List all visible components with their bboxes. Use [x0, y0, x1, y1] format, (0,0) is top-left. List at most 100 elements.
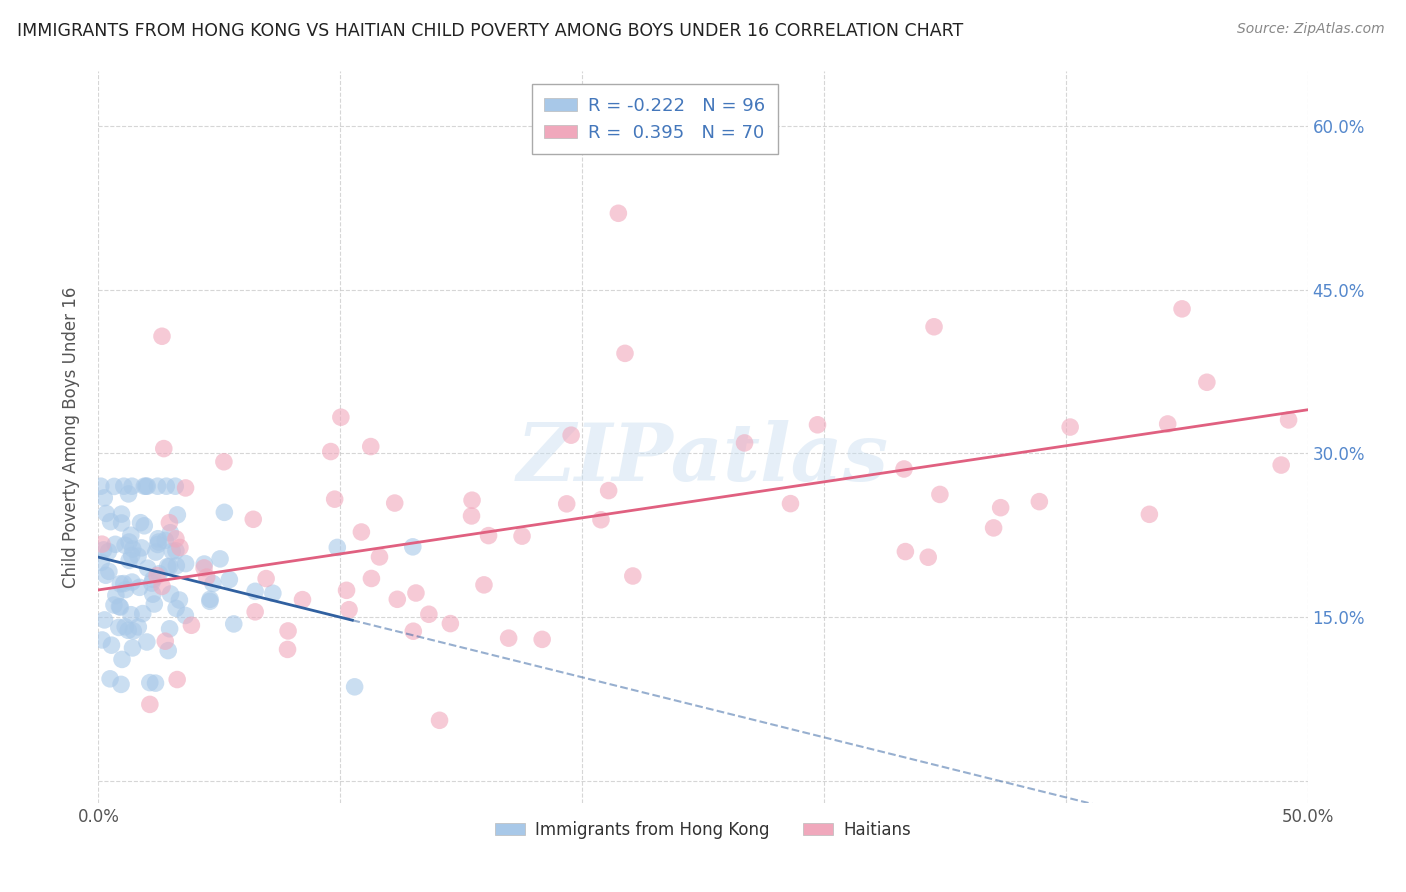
Point	[114, 538, 136, 552]
Point	[1059, 420, 1081, 434]
Legend: Immigrants from Hong Kong, Haitians: Immigrants from Hong Kong, Haitians	[488, 814, 918, 846]
Point	[114, 582, 136, 597]
Point	[120, 528, 142, 542]
Point	[384, 496, 406, 510]
Point	[169, 593, 191, 607]
Point	[614, 346, 637, 360]
Point	[779, 497, 801, 511]
Point	[121, 479, 143, 493]
Point	[157, 516, 180, 530]
Point	[118, 535, 141, 549]
Point	[90, 555, 112, 569]
Point	[132, 607, 155, 621]
Point	[621, 569, 644, 583]
Point	[734, 436, 756, 450]
Point	[97, 565, 120, 579]
Point	[498, 631, 520, 645]
Point	[135, 635, 157, 649]
Point	[117, 487, 139, 501]
Point	[165, 558, 187, 573]
Point	[368, 549, 391, 564]
Point	[146, 479, 169, 493]
Point	[110, 507, 132, 521]
Point	[96, 507, 118, 521]
Point	[165, 544, 187, 558]
Point	[159, 525, 181, 540]
Point	[254, 572, 277, 586]
Point	[136, 479, 159, 493]
Point	[165, 532, 187, 546]
Point	[598, 483, 620, 498]
Point	[1195, 376, 1218, 390]
Point	[134, 518, 156, 533]
Point	[1028, 494, 1050, 508]
Text: ZIPatlas: ZIPatlas	[517, 420, 889, 498]
Point	[212, 455, 235, 469]
Point	[405, 586, 427, 600]
Point	[121, 541, 143, 556]
Point	[104, 588, 127, 602]
Point	[922, 319, 945, 334]
Point	[127, 549, 149, 563]
Point	[262, 586, 284, 600]
Point	[93, 542, 115, 557]
Point	[201, 576, 224, 591]
Point	[209, 552, 232, 566]
Point	[98, 672, 121, 686]
Point	[128, 580, 150, 594]
Point	[1157, 417, 1180, 431]
Point	[121, 575, 143, 590]
Point	[1137, 508, 1160, 522]
Point	[127, 620, 149, 634]
Point	[222, 616, 245, 631]
Point	[166, 508, 188, 522]
Point	[243, 605, 266, 619]
Point	[103, 598, 125, 612]
Point	[97, 544, 120, 558]
Point	[121, 549, 143, 563]
Point	[100, 515, 122, 529]
Point	[141, 576, 163, 591]
Point	[277, 642, 299, 657]
Point	[323, 492, 346, 507]
Point	[1270, 458, 1292, 472]
Point	[418, 607, 440, 622]
Point	[169, 541, 191, 555]
Point	[136, 561, 159, 575]
Point	[111, 516, 134, 530]
Point	[335, 583, 357, 598]
Point	[146, 568, 169, 582]
Point	[146, 532, 169, 546]
Point	[93, 491, 115, 505]
Point	[112, 576, 135, 591]
Point	[607, 206, 630, 220]
Point	[198, 594, 221, 608]
Point	[291, 592, 314, 607]
Point	[460, 508, 482, 523]
Point	[139, 698, 162, 712]
Point	[439, 616, 461, 631]
Point	[111, 652, 134, 666]
Point	[343, 680, 366, 694]
Point	[160, 544, 183, 558]
Point	[122, 624, 145, 638]
Point	[145, 545, 167, 559]
Point	[148, 566, 170, 581]
Point	[114, 620, 136, 634]
Point	[165, 479, 187, 493]
Point	[893, 462, 915, 476]
Point	[94, 568, 117, 582]
Point	[142, 572, 165, 586]
Point	[159, 559, 181, 574]
Point	[159, 622, 181, 636]
Point	[360, 440, 382, 454]
Point	[155, 634, 177, 648]
Text: IMMIGRANTS FROM HONG KONG VS HAITIAN CHILD POVERTY AMONG BOYS UNDER 16 CORRELATI: IMMIGRANTS FROM HONG KONG VS HAITIAN CHI…	[17, 22, 963, 40]
Point	[193, 561, 215, 575]
Point	[91, 632, 114, 647]
Point	[402, 540, 425, 554]
Point	[93, 613, 115, 627]
Point	[894, 544, 917, 558]
Point	[174, 481, 197, 495]
Point	[90, 479, 112, 493]
